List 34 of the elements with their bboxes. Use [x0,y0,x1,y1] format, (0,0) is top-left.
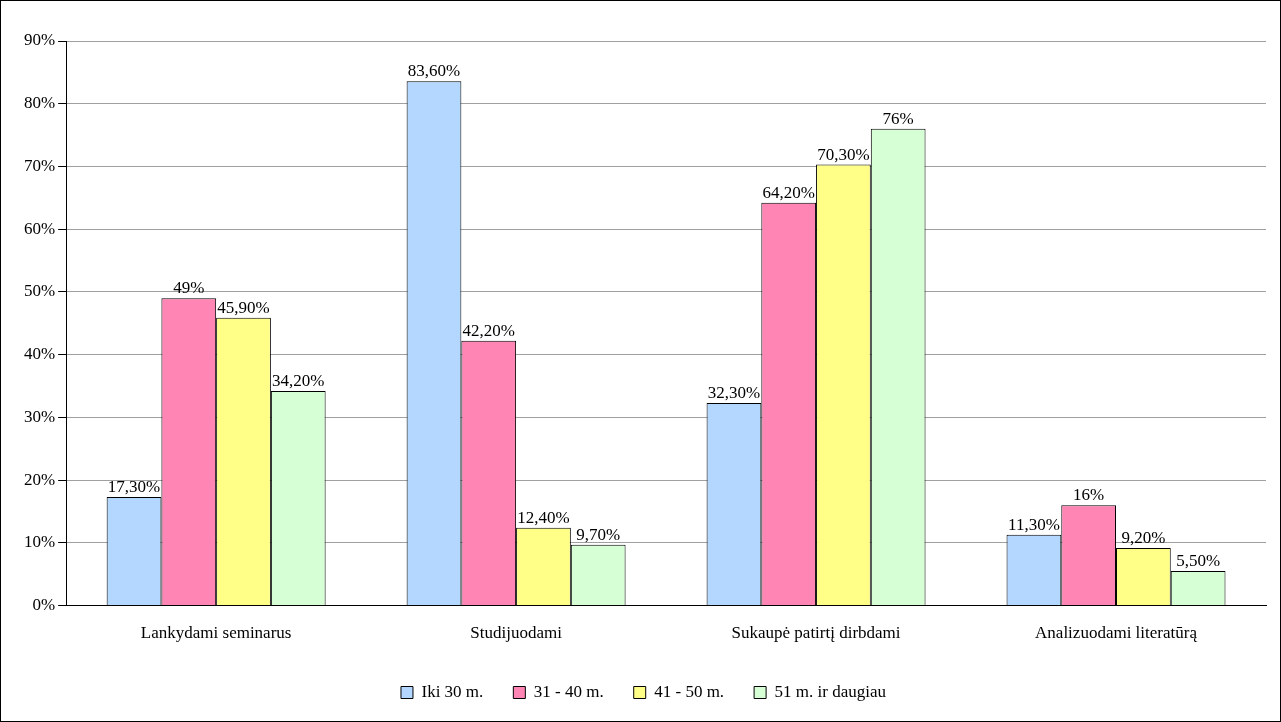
y-tick-label: 60% [23,218,56,238]
data-label: 34,20% [272,371,325,391]
y-tick-label: 0% [32,595,56,615]
data-label: 83,60% [407,61,461,81]
legend-label: 51 m. ir daugiau [774,681,887,701]
y-tick-label: 10% [23,532,56,552]
data-label: 5,50% [1176,551,1221,571]
y-tick-label: 50% [23,281,56,301]
data-label: 45,90% [217,297,270,317]
y-tick-label: 20% [23,469,56,489]
legend-label: Iki 30 m. [421,681,484,701]
data-label: 9,20% [1121,527,1166,547]
y-tick-label: 90% [23,30,56,50]
y-tick-label: 40% [23,344,56,364]
x-tick-label: Lankydami seminarus [140,623,292,643]
y-tick-label: 80% [23,93,56,113]
x-tick-label: Analizuodami literatūrą [1035,623,1198,643]
data-label: 42,20% [462,320,515,340]
data-label: 17,30% [107,477,161,497]
data-label: 70,30% [817,144,870,164]
data-label: 12,40% [517,507,570,527]
legend-label: 31 - 40 m. [533,681,604,701]
data-label: 9,70% [576,524,621,544]
y-tick-label: 30% [23,406,56,426]
y-tick-label: 70% [23,155,56,175]
data-label: 64,20% [762,182,815,202]
data-label: 11,30% [1008,514,1060,534]
x-tick-label: Sukaupė patirtį dirbdami [731,623,901,643]
data-label: 32,30% [707,382,761,402]
data-label: 16% [1073,485,1105,505]
data-label: 76% [882,108,914,128]
data-label: 49% [173,278,205,298]
x-tick-label: Studijuodami [470,623,563,643]
legend-label: 41 - 50 m. [654,681,725,701]
